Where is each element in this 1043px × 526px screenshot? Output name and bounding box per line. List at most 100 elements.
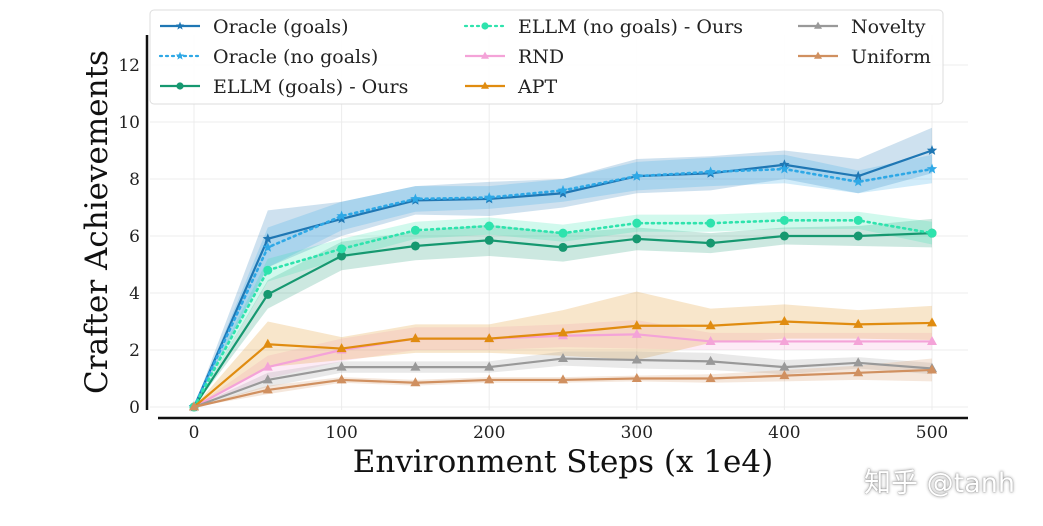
data-point bbox=[779, 370, 790, 380]
data-point bbox=[814, 51, 822, 59]
data-point bbox=[853, 318, 864, 328]
data-point bbox=[410, 377, 421, 387]
data-point bbox=[706, 218, 716, 228]
data-point bbox=[484, 333, 495, 343]
x-tick-label: 300 bbox=[621, 423, 653, 443]
legend-label: RND bbox=[518, 46, 564, 68]
data-point bbox=[336, 343, 347, 353]
data-point bbox=[853, 170, 864, 181]
data-point bbox=[262, 338, 273, 348]
data-point bbox=[481, 51, 489, 59]
data-point bbox=[558, 327, 568, 337]
confidence-band bbox=[194, 291, 932, 407]
data-point bbox=[263, 265, 273, 275]
y-tick-label: 8 bbox=[129, 170, 140, 190]
data-point bbox=[631, 373, 642, 382]
legend-label: ELLM (goals) - Ours bbox=[213, 76, 408, 98]
data-point bbox=[336, 361, 347, 371]
data-point bbox=[262, 241, 273, 252]
data-point bbox=[262, 374, 273, 384]
data-point bbox=[926, 145, 938, 155]
data-point bbox=[705, 320, 716, 330]
data-point bbox=[410, 361, 421, 371]
data-point bbox=[410, 241, 420, 251]
data-point bbox=[481, 81, 489, 89]
data-point bbox=[557, 184, 569, 195]
data-point bbox=[336, 374, 347, 384]
data-point bbox=[779, 316, 790, 325]
watermark: 知乎 @tanh bbox=[864, 468, 1015, 499]
data-point bbox=[705, 335, 716, 345]
data-point bbox=[336, 210, 347, 221]
y-tick-label: 2 bbox=[129, 341, 140, 361]
data-point bbox=[927, 317, 937, 327]
x-tick-label: 200 bbox=[473, 423, 505, 443]
data-point bbox=[779, 231, 789, 241]
data-point bbox=[558, 353, 568, 363]
data-point bbox=[853, 231, 863, 241]
x-tick-label: 100 bbox=[325, 423, 357, 443]
legend-label: Uniform bbox=[851, 46, 931, 68]
axes: 0 100 200 300 400 500 0 2 4 6 8 10 12 bbox=[118, 35, 968, 443]
data-point bbox=[853, 335, 864, 345]
data-point bbox=[632, 218, 642, 228]
data-point bbox=[705, 355, 716, 365]
data-point bbox=[337, 251, 347, 261]
y-tick-label: 10 bbox=[118, 113, 140, 133]
data-point bbox=[410, 193, 421, 204]
data-point bbox=[558, 242, 568, 252]
data-point bbox=[262, 233, 273, 244]
data-point bbox=[558, 228, 568, 238]
x-tick-label: 500 bbox=[916, 423, 948, 443]
data-point bbox=[779, 361, 790, 371]
y-tick-label: 6 bbox=[129, 227, 140, 247]
data-point bbox=[814, 21, 822, 29]
data-point bbox=[926, 163, 938, 174]
data-point bbox=[779, 215, 789, 225]
legend-box bbox=[149, 9, 944, 105]
data-point bbox=[262, 361, 273, 371]
y-tick-label: 0 bbox=[129, 398, 140, 418]
data-point bbox=[853, 367, 864, 377]
data-point bbox=[632, 234, 642, 244]
legend-label: Oracle (goals) bbox=[213, 16, 349, 38]
data-point bbox=[481, 22, 489, 30]
legend-label: Oracle (no goals) bbox=[213, 46, 378, 68]
data-point bbox=[410, 225, 420, 235]
confidence-band bbox=[194, 127, 932, 407]
y-tick-label: 12 bbox=[118, 56, 140, 76]
data-point bbox=[706, 238, 716, 248]
legend: Oracle (goals) Oracle (no goals) ELLM (goa… bbox=[149, 9, 944, 105]
data-point bbox=[484, 192, 495, 202]
data-point bbox=[779, 335, 790, 345]
data-point bbox=[410, 333, 421, 343]
data-point bbox=[631, 320, 642, 330]
data-point bbox=[176, 82, 184, 90]
data-point bbox=[484, 235, 494, 245]
data-point bbox=[853, 176, 864, 187]
data-point bbox=[484, 374, 495, 384]
data-point bbox=[189, 401, 199, 411]
confidence-band bbox=[194, 154, 932, 407]
data-point bbox=[558, 374, 568, 384]
data-point bbox=[484, 221, 494, 231]
data-point bbox=[337, 244, 347, 254]
data-point bbox=[175, 21, 185, 30]
data-point bbox=[927, 228, 937, 238]
series-lines bbox=[188, 145, 938, 412]
data-point bbox=[262, 384, 273, 394]
data-point bbox=[484, 361, 495, 371]
data-point bbox=[927, 364, 937, 374]
data-point bbox=[263, 289, 273, 299]
data-point bbox=[853, 357, 864, 367]
x-tick-label: 400 bbox=[768, 423, 800, 443]
data-point bbox=[779, 163, 790, 174]
y-tick-label: 4 bbox=[129, 284, 140, 304]
data-point bbox=[927, 335, 937, 345]
x-axis-label: Environment Steps (x 1e4) bbox=[353, 444, 773, 480]
data-point bbox=[853, 215, 863, 225]
data-point bbox=[175, 51, 185, 60]
data-point bbox=[705, 166, 716, 177]
legend-label: APT bbox=[517, 76, 558, 98]
